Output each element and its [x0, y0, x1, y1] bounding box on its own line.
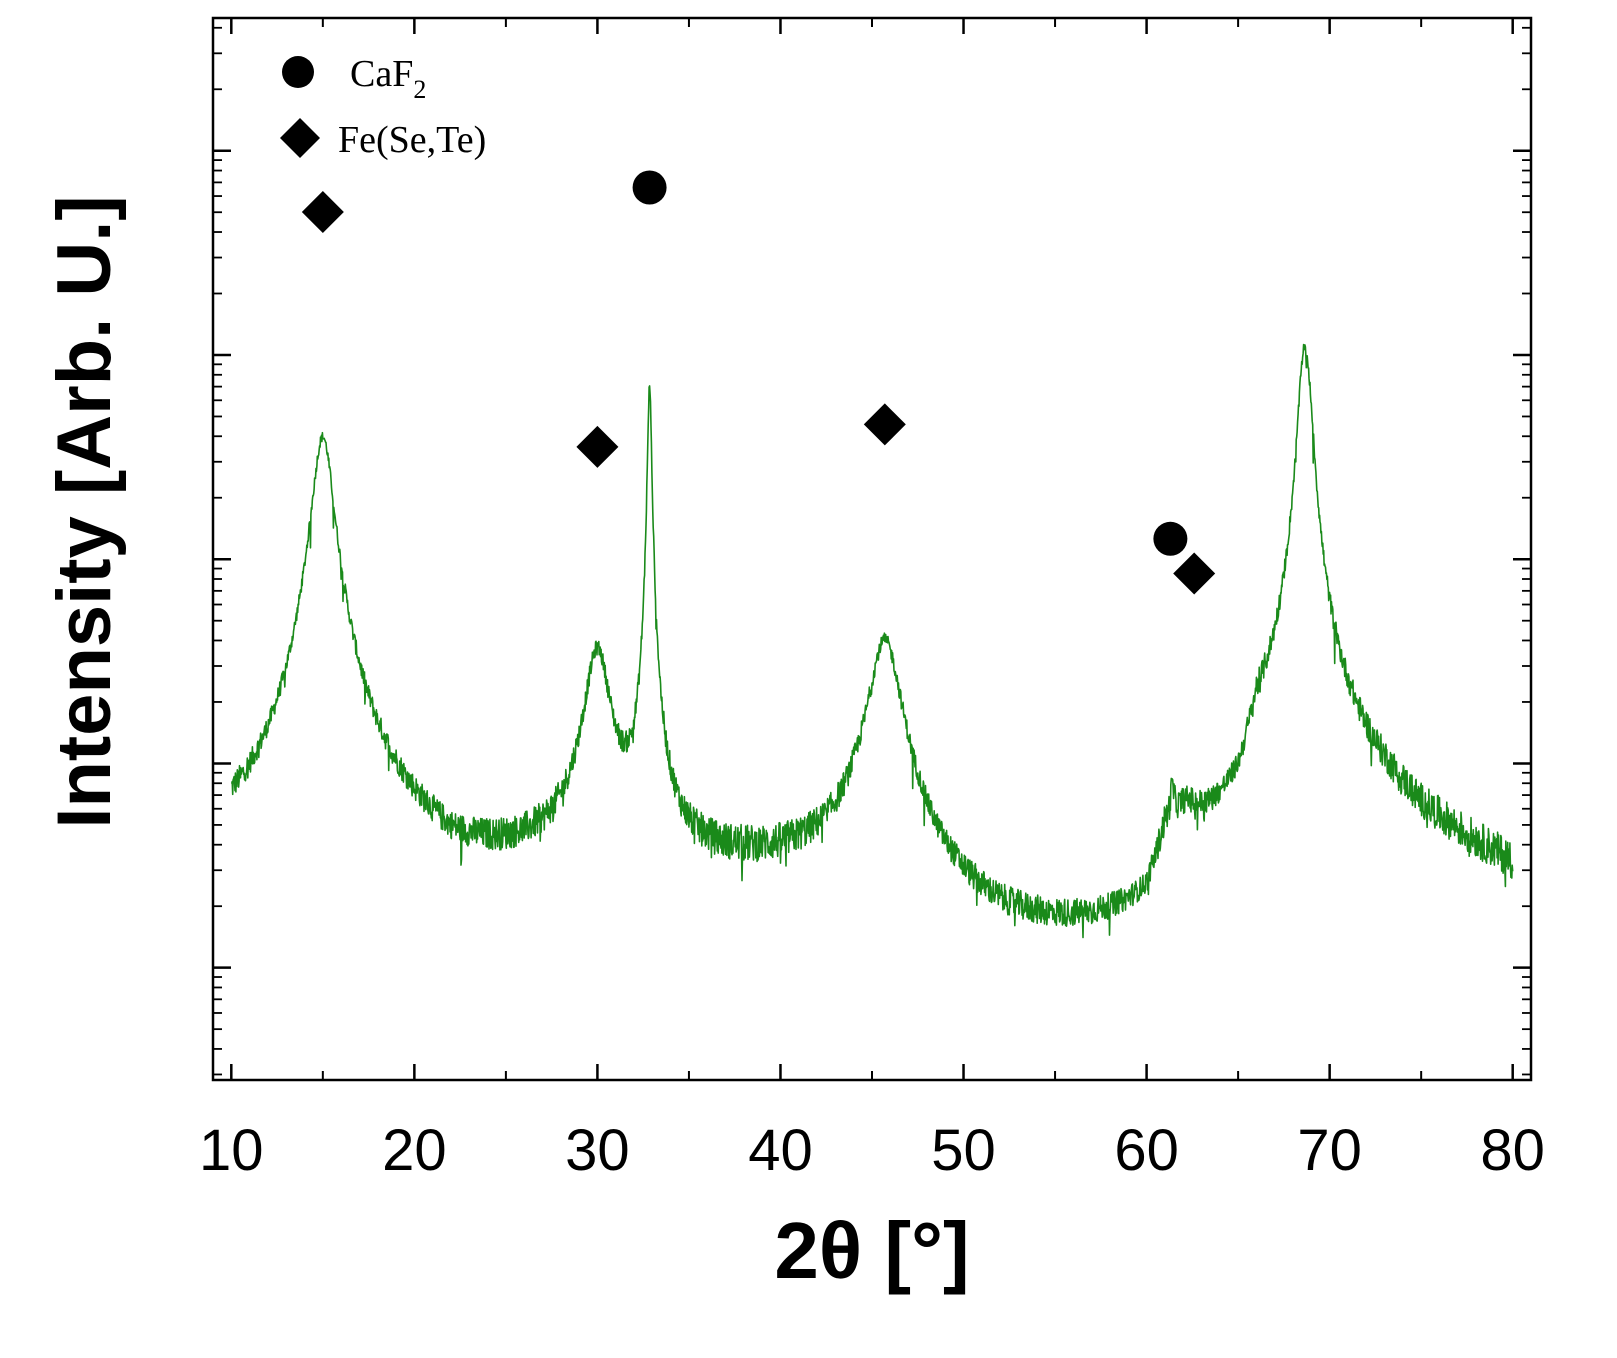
legend-circle-marker [282, 56, 314, 88]
x-tick-label: 60 [1114, 1118, 1179, 1183]
fesete-peak-marker [1173, 552, 1216, 595]
fesete-peak-marker [301, 191, 344, 234]
legend: CaF2 Fe(Se,Te) [280, 53, 486, 161]
fesete-peak-marker [863, 403, 906, 446]
x-tick-labels: 10 20 30 40 50 60 70 80 [199, 1118, 1545, 1183]
legend-diamond-marker [280, 118, 320, 158]
y-axis-title: Intensity [Arb. U.] [42, 195, 127, 828]
x-tick-label: 10 [199, 1118, 264, 1183]
x-tick-label: 20 [382, 1118, 447, 1183]
legend-fesete-label: Fe(Se,Te) [338, 119, 486, 161]
plot-frame [211, 16, 1533, 1082]
x-tick-label: 40 [748, 1118, 813, 1183]
legend-caf2-label: CaF2 [350, 53, 426, 104]
x-tick-label: 70 [1297, 1118, 1362, 1183]
x-tick-label: 30 [565, 1118, 630, 1183]
x-tick-label: 50 [931, 1118, 996, 1183]
caf2-peak-marker [1153, 521, 1188, 556]
x-tick-label: 80 [1480, 1118, 1545, 1183]
xrd-series-line [231, 343, 1514, 939]
x-axis-title: 2θ [°] [774, 1206, 969, 1295]
caf2-peak-marker [632, 170, 667, 205]
axis-ticks [213, 18, 1531, 1080]
peak-annotations [301, 170, 1216, 595]
fesete-peak-marker [576, 425, 619, 468]
